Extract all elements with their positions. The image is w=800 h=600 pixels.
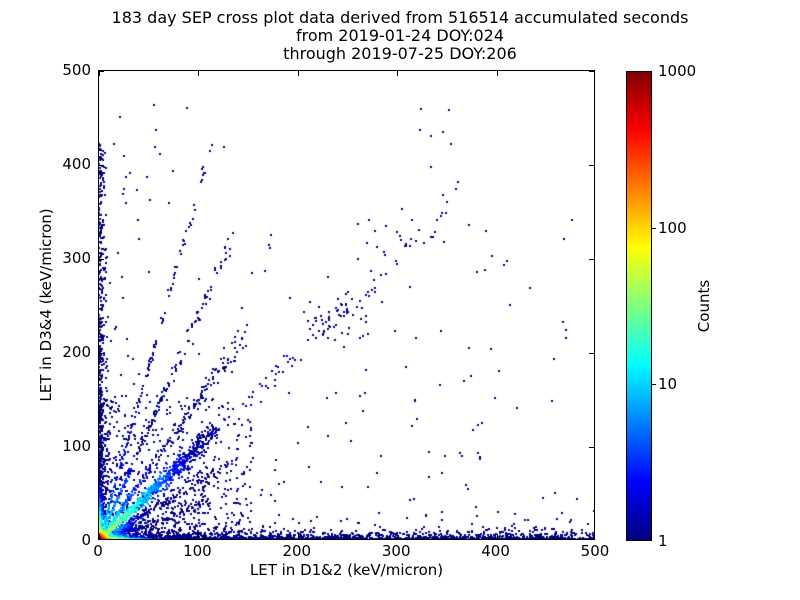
x-tick-label: 200 [282,542,312,560]
y-axis-tick [99,447,104,448]
y-axis-tick [99,165,104,166]
x-axis-tick [99,71,100,76]
colorbar-tick-label: 100 [658,219,687,237]
y-tick-label: 0 [81,531,91,549]
x-axis-tick [594,71,595,76]
y-axis-tick [99,539,104,540]
y-tick-label: 100 [62,437,91,455]
colorbar-tick-label: 10 [658,375,678,393]
y-axis-tick [589,71,594,72]
y-axis-tick [99,353,104,354]
y-axis-tick [99,71,104,72]
colorbar-tick-label: 1 [658,532,668,550]
chart-title-line1: 183 day SEP cross plot data derived from… [111,8,689,27]
x-axis-tick [397,71,398,76]
y-axis-tick [589,165,594,166]
y-axis-label: LET in D3&4 (keV/micron) [37,208,55,402]
y-axis-tick [589,447,594,448]
colorbar-gradient [626,71,652,541]
colorbar-tick [651,384,656,385]
x-tick-label: 0 [93,542,103,560]
x-axis-label: LET in D1&2 (keV/micron) [249,561,444,579]
colorbar-label: Counts [695,279,713,333]
colorbar-tick [651,228,656,229]
x-tick-label: 400 [481,542,510,560]
y-axis-tick [99,259,104,260]
chart-title-line2: from 2019-01-24 DOY:024 [295,26,504,45]
x-tick-label: 100 [183,542,212,560]
x-axis-tick [594,534,595,539]
y-tick-label: 400 [62,155,91,173]
x-axis-tick [397,534,398,539]
y-tick-label: 300 [62,249,91,267]
y-axis-tick [589,259,594,260]
x-axis-tick [198,71,199,76]
chart-title: 183 day SEP cross plot data derived from… [0,9,800,63]
chart-title-line3: through 2019-07-25 DOY:206 [283,44,517,63]
x-axis-tick [298,534,299,539]
plot-axes-frame [98,70,595,540]
x-axis-tick [497,71,498,76]
x-axis-tick [298,71,299,76]
x-axis-tick [99,534,100,539]
y-axis-tick [589,353,594,354]
x-tick-label: 300 [381,542,411,560]
y-tick-label: 500 [62,61,91,79]
x-axis-tick [198,534,199,539]
y-axis-tick [589,539,594,540]
y-tick-label: 200 [62,343,91,361]
x-axis-tick [497,534,498,539]
colorbar-tick-label: 1000 [658,62,697,80]
x-tick-label: 500 [580,542,610,560]
scatter-plot-canvas [98,70,595,540]
